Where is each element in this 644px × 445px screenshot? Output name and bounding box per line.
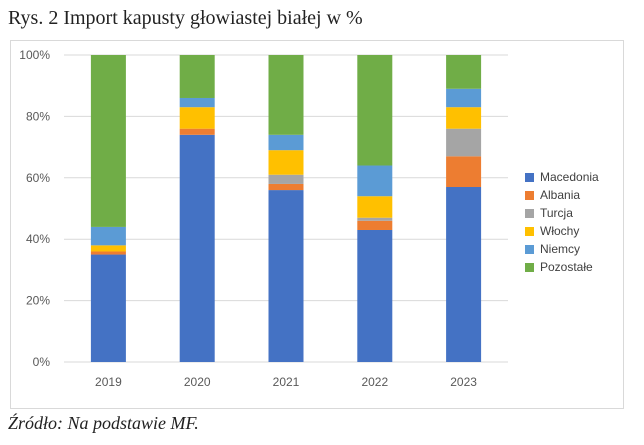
bar-segment-macedonia-2023 xyxy=(446,187,482,362)
y-tick-label: 0% xyxy=(33,355,51,369)
legend-item: Pozostałe xyxy=(525,258,599,276)
legend-swatch xyxy=(525,262,534,272)
bar-segment-włochy-2021 xyxy=(268,150,304,175)
chart-area: 0% 20% 40% 60% 80% 100% 2019 2020 2021 2022 2023 xyxy=(10,40,624,409)
legend-label: Macedonia xyxy=(540,170,599,184)
bar-segment-niemcy-2020 xyxy=(179,97,215,108)
bar-segment-włochy-2020 xyxy=(179,107,215,129)
bar-segment-albania-2023 xyxy=(446,156,482,188)
bar-segment-albania-2019 xyxy=(90,251,126,255)
bar-segment-albania-2021 xyxy=(268,183,304,191)
bar-segment-włochy-2023 xyxy=(446,107,482,129)
bar-segment-macedonia-2019 xyxy=(90,254,126,362)
chart-title: Rys. 2 Import kapusty głowiastej białej … xyxy=(8,7,363,29)
bar-segment-turcja-2021 xyxy=(268,174,304,184)
bar-segment-niemcy-2022 xyxy=(357,165,393,197)
x-tick-label: 2022 xyxy=(361,375,388,389)
y-tick-label: 100% xyxy=(19,48,50,62)
bar-segment-turcja-2022 xyxy=(357,217,393,221)
bar-segment-niemcy-2021 xyxy=(268,134,304,151)
legend-swatch xyxy=(525,172,534,182)
bar-segment-albania-2022 xyxy=(357,220,393,230)
legend-label: Niemcy xyxy=(540,242,581,256)
x-tick-label: 2020 xyxy=(184,375,211,389)
y-tick-label: 80% xyxy=(26,109,50,123)
legend-item: Włochy xyxy=(525,222,599,240)
chart-legend: Macedonia Albania Turcja Włochy Niemcy Pozost… xyxy=(525,168,599,276)
legend-item: Niemcy xyxy=(525,240,599,258)
bar-segment-turcja-2023 xyxy=(446,128,482,157)
bar-segment-pozostałe-2022 xyxy=(357,55,393,166)
x-tick-label: 2021 xyxy=(273,375,300,389)
bar-segment-macedonia-2021 xyxy=(268,190,304,362)
legend-item: Macedonia xyxy=(525,168,599,186)
legend-swatch xyxy=(525,244,534,254)
legend-label: Włochy xyxy=(540,224,580,238)
bar-segment-włochy-2019 xyxy=(90,245,126,252)
y-tick-label: 40% xyxy=(26,232,50,246)
legend-swatch xyxy=(525,226,534,236)
source-note: Źródło: Na podstawie MF. xyxy=(8,413,199,433)
y-tick-label: 20% xyxy=(26,294,50,308)
bar-segment-niemcy-2019 xyxy=(90,226,126,246)
bar-segment-macedonia-2022 xyxy=(357,229,393,362)
bar-segment-pozostałe-2021 xyxy=(268,55,304,135)
bar-segment-pozostałe-2020 xyxy=(179,55,215,98)
bar-segment-włochy-2022 xyxy=(357,196,393,218)
x-tick-label: 2019 xyxy=(95,375,122,389)
legend-label: Turcja xyxy=(540,206,573,220)
stacked-bar-chart: 0% 20% 40% 60% 80% 100% 2019 2020 2021 2022 2023 xyxy=(19,48,508,389)
bar-segment-pozostałe-2023 xyxy=(446,55,482,89)
legend-swatch xyxy=(525,190,534,200)
bar-segment-albania-2020 xyxy=(179,128,215,135)
x-tick-label: 2023 xyxy=(450,375,477,389)
legend-label: Pozostałe xyxy=(540,260,593,274)
legend-item: Turcja xyxy=(525,204,599,222)
y-tick-label: 60% xyxy=(26,171,50,185)
bar-segment-pozostałe-2019 xyxy=(90,55,126,227)
legend-label: Albania xyxy=(540,188,581,202)
legend-item: Albania xyxy=(525,186,599,204)
bar-segment-macedonia-2020 xyxy=(179,134,215,362)
bar-segment-niemcy-2023 xyxy=(446,88,482,108)
legend-swatch xyxy=(525,208,534,218)
